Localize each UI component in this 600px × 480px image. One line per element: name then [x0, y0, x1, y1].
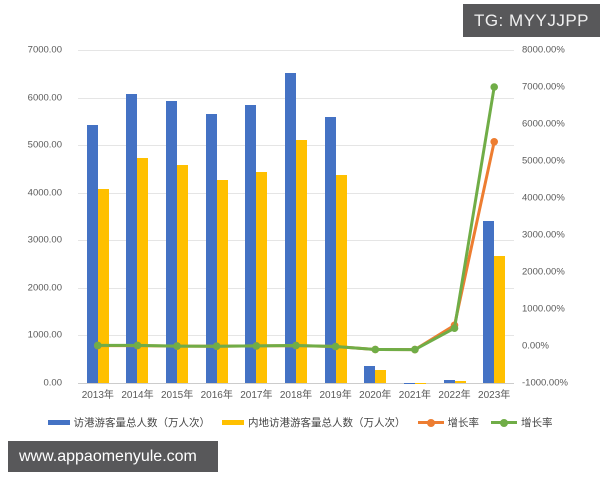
legend-item-0: 访港游客量总人数（万人次） — [47, 415, 211, 430]
x-axis-tick: 2017年 — [240, 390, 273, 401]
line-point-1-2017年 — [252, 342, 261, 350]
legend-item-1: 内地访港游客量总人数（万人次） — [222, 415, 406, 430]
bar-series-0-2023年 — [483, 221, 495, 383]
bar-series-0-2019年 — [324, 117, 336, 383]
line-point-1-2014年 — [133, 341, 142, 350]
x-axis-line — [78, 383, 514, 384]
legend-label: 增长率 — [447, 417, 480, 429]
left-axis-tick: 6000.00 — [27, 91, 62, 103]
right-axis-tick: 6000.00% — [522, 118, 565, 130]
line-point-1-2016年 — [212, 342, 221, 351]
left-axis-tick: 7000.00 — [27, 44, 62, 56]
telegram-badge-text: TG: MYYJJPP — [473, 10, 590, 30]
right-axis-tick: 1000.00% — [522, 303, 565, 315]
right-axis-tick: 4000.00% — [522, 192, 565, 204]
bar-series-0-2022年 — [443, 380, 455, 383]
legend-line-swatch-icon — [491, 418, 517, 427]
x-axis-tick: 2014年 — [121, 390, 154, 401]
right-axis-tick: 3000.00% — [522, 229, 565, 241]
line-point-1-2013年 — [94, 341, 102, 350]
x-axis-tick: 2013年 — [81, 390, 114, 401]
line-series-0 — [97, 141, 496, 352]
line-series-1 — [97, 86, 496, 352]
bar-series-1-2022年 — [454, 381, 466, 383]
left-axis-tick: 3000.00 — [27, 234, 62, 246]
legend-label: 增长率 — [521, 417, 553, 429]
line-point-1-2021年 — [411, 345, 419, 354]
bar-series-1-2017年 — [256, 171, 268, 383]
x-axis-tick: 2020年 — [359, 390, 392, 401]
line-point-1-2022年 — [450, 324, 459, 333]
line-point-1-2018年 — [292, 341, 300, 350]
x-axis-tick: 2021年 — [398, 390, 432, 401]
right-axis-tick: 8000.00% — [522, 44, 565, 56]
legend: 访港游客量总人数（万人次） 内地访港游客量总人数（万人次） 增长率 增长率 — [0, 415, 600, 430]
left-axis-tick: 2000.00 — [27, 282, 62, 294]
watermark: www.appaomenyule.com — [8, 441, 218, 472]
legend-label: 内地访港游客量总人数（万人次） — [248, 417, 406, 429]
x-axis-tick: 2018年 — [279, 390, 313, 401]
x-axis-tick: 2019年 — [319, 390, 352, 401]
watermark-text: www.appaomenyule.com — [19, 447, 197, 465]
bar-series-1-2015年 — [177, 164, 189, 383]
legend-bar-swatch-icon — [222, 420, 244, 425]
bar-series-0-2017年 — [245, 104, 257, 383]
bar-series-1-2020年 — [375, 370, 387, 383]
bar-series-0-2016年 — [205, 113, 217, 383]
right-axis-tick: 5000.00% — [522, 155, 565, 167]
right-axis-tick: -1000.00% — [522, 377, 568, 389]
right-axis-tick: 0.00% — [522, 340, 549, 352]
left-axis-tick: 4000.00 — [27, 186, 62, 198]
x-axis-tick: 2016年 — [200, 390, 233, 401]
legend-line-dot-icon — [426, 418, 435, 427]
bar-series-1-2014年 — [137, 158, 149, 383]
legend-line-dot-icon — [500, 418, 508, 427]
legend-label: 访港游客量总人数（万人次） — [73, 417, 211, 429]
bar-series-1-2018年 — [296, 140, 307, 383]
line-point-1-2020年 — [371, 345, 380, 354]
plot-area — [78, 50, 514, 384]
gridline — [78, 97, 514, 99]
x-axis-tick: 2015年 — [160, 390, 194, 401]
line-point-1-2015年 — [173, 342, 181, 350]
legend-bar-swatch-icon — [47, 420, 70, 425]
bar-series-1-2016年 — [216, 179, 228, 383]
bar-series-1-2023年 — [494, 255, 506, 383]
right-axis-tick: 2000.00% — [522, 266, 565, 278]
left-axis-tick: 0.00 — [43, 377, 63, 389]
bar-series-0-2020年 — [364, 366, 376, 383]
legend-line-swatch-icon — [417, 418, 444, 427]
line-point-1-2019年 — [331, 342, 340, 351]
x-axis-tick: 2022年 — [438, 390, 471, 401]
bar-series-0-2018年 — [285, 73, 296, 383]
right-axis-tick: 7000.00% — [522, 81, 565, 93]
left-axis-tick: 5000.00 — [27, 139, 62, 151]
bar-series-0-2014年 — [126, 93, 138, 383]
legend-item-2: 增长率 — [417, 415, 480, 430]
gridline — [78, 50, 514, 51]
line-point-0-2023年 — [490, 138, 499, 146]
bar-series-0-2013年 — [86, 124, 98, 383]
x-axis-tick: 2023年 — [478, 390, 511, 401]
left-axis-tick: 1000.00 — [27, 329, 62, 341]
line-point-1-2023年 — [490, 83, 499, 91]
bar-series-1-2019年 — [335, 174, 347, 383]
bar-series-0-2015年 — [166, 100, 178, 383]
legend-item-3: 增长率 — [491, 415, 553, 430]
telegram-badge: TG: MYYJJPP — [463, 4, 600, 37]
bar-series-1-2013年 — [97, 189, 109, 383]
